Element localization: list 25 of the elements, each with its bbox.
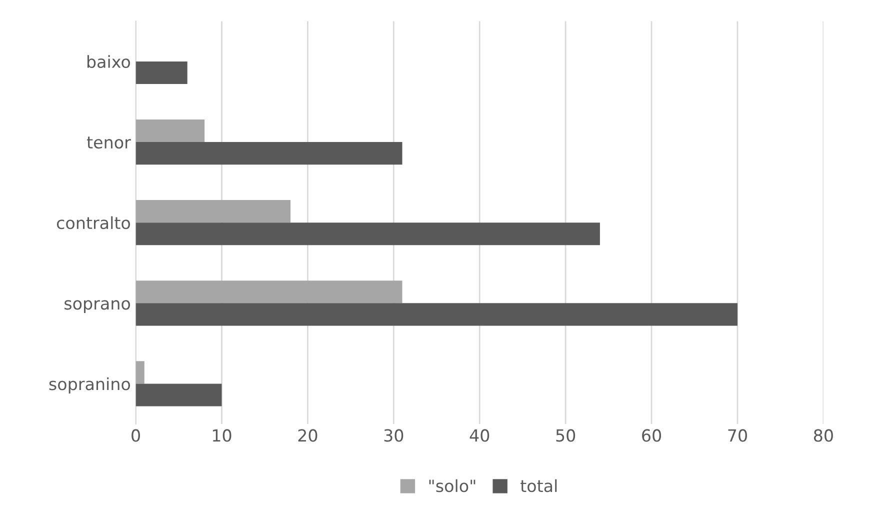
bar <box>136 119 205 142</box>
x-tick-label: 0 <box>132 429 140 442</box>
x-tick-label: 70 <box>728 429 747 442</box>
x-tick-label: 10 <box>212 429 232 442</box>
y-tick-label: soprano <box>64 300 130 313</box>
y-tick-label: tenor <box>86 136 131 149</box>
bar <box>136 222 600 246</box>
x-tick-label: 20 <box>298 429 318 442</box>
y-tick-label: baixo <box>87 55 130 68</box>
bar <box>136 361 144 384</box>
y-tick-label: contralto <box>56 216 130 230</box>
x-tick-label: 60 <box>642 429 662 442</box>
bar <box>136 303 738 326</box>
bar <box>136 280 402 304</box>
x-tick-label: 30 <box>384 429 404 442</box>
x-tick-label: 80 <box>814 429 833 442</box>
bar <box>136 61 188 84</box>
y-tick-label: sopranino <box>49 377 130 394</box>
bar <box>136 384 222 406</box>
x-tick-label: 40 <box>470 429 490 442</box>
legend-label: "solo" <box>429 479 476 492</box>
bar <box>136 200 291 223</box>
legend-label: total <box>520 479 557 492</box>
x-tick-label: 50 <box>556 429 576 442</box>
bar <box>136 142 402 165</box>
